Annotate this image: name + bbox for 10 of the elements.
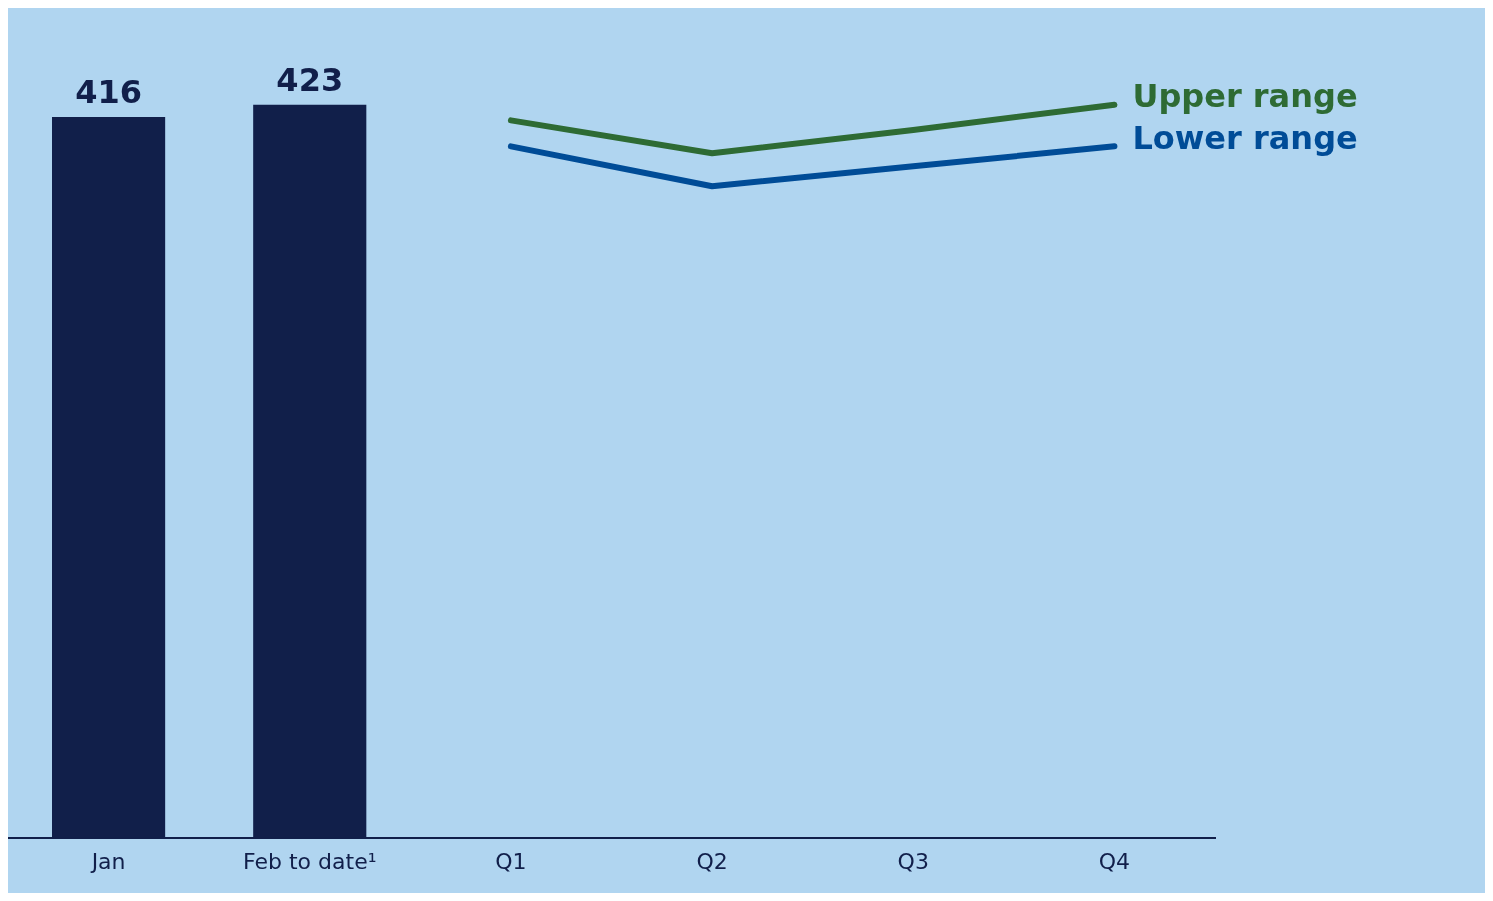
x-tick-label: Q2: [696, 848, 728, 874]
x-tick-label: Feb to date¹: [243, 848, 377, 874]
x-tick-label: Jan: [89, 848, 126, 874]
data-label: 416: [75, 73, 142, 112]
series-label: Lower range: [1132, 118, 1358, 157]
x-tick-label: Q4: [1098, 848, 1131, 874]
series-label: Upper range: [1132, 77, 1358, 116]
x-tick-label: Q3: [897, 848, 929, 874]
data-label: 423: [276, 61, 344, 100]
x-tick-label: Q1: [495, 848, 527, 874]
